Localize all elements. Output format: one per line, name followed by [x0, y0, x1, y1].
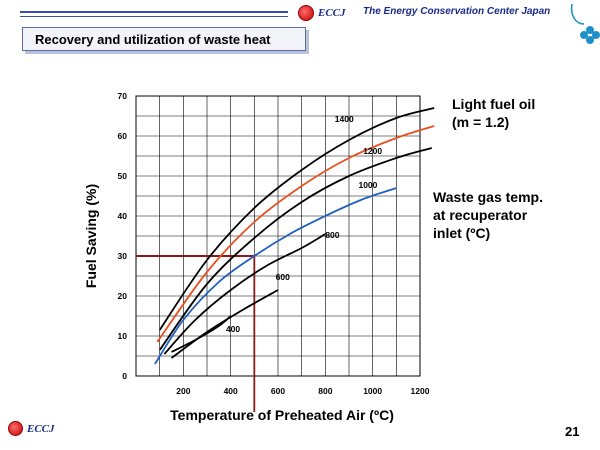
- y-tick-label: 0: [122, 371, 127, 381]
- slide-title: Recovery and utilization of waste heat: [22, 27, 306, 51]
- y-tick-label: 30: [118, 251, 128, 261]
- fuel-annotation-line2: (m = 1.2): [452, 114, 510, 130]
- series-label-1200: 1200: [363, 146, 382, 156]
- x-tick-label: 200: [176, 386, 190, 396]
- gas-annotation-line2: at recuperator: [433, 207, 528, 223]
- y-tick-label: 70: [118, 91, 128, 101]
- x-tick-label: 800: [318, 386, 332, 396]
- x-tick-label: 600: [271, 386, 285, 396]
- series-label-1000: 1000: [358, 180, 377, 190]
- header-rule-thin: [20, 16, 288, 17]
- x-tick-label: 1000: [363, 386, 382, 396]
- footer-logo: ECCJ: [8, 421, 55, 436]
- page-number: 21: [565, 424, 580, 439]
- series-line-1000: [154, 187, 397, 365]
- footer-logo-text: ECCJ: [27, 422, 55, 435]
- header-logo-text: ECCJ: [318, 7, 346, 19]
- y-axis-title: Fuel Saving (%): [83, 184, 99, 288]
- y-tick-label: 60: [118, 131, 128, 141]
- gas-annotation-line1: Waste gas temp.: [433, 189, 543, 205]
- header-logo: ECCJ: [298, 5, 346, 21]
- y-tick-label: 20: [118, 291, 128, 301]
- series-line-1400: [158, 107, 435, 331]
- seal-icon: [298, 5, 314, 21]
- fuel-annotation-line1: Light fuel oil: [452, 96, 536, 112]
- x-tick-label: 400: [224, 386, 238, 396]
- y-tick-label: 40: [118, 211, 128, 221]
- clover-logo-icon: [570, 3, 600, 44]
- seal-icon: [8, 421, 23, 436]
- y-tick-label: 10: [118, 331, 128, 341]
- gas-annotation-line3: inlet (ºC): [433, 225, 491, 241]
- organization-name: The Energy Conservation Center Japan: [363, 6, 551, 17]
- series-label-400: 400: [226, 324, 240, 334]
- series-label-600: 600: [276, 272, 290, 282]
- series-label-800: 800: [325, 230, 339, 240]
- series-line-400: [171, 315, 232, 353]
- gas-annotation: Waste gas temp. at recuperator inlet (ºC…: [433, 188, 543, 242]
- y-tick-label: 50: [118, 171, 128, 181]
- series-line-800: [163, 233, 326, 355]
- series-line-unlabeled-2: [158, 147, 433, 351]
- header-rule: [20, 11, 288, 13]
- x-tick-label: 1200: [411, 386, 430, 396]
- series-line-1200: [156, 125, 435, 343]
- series-label-1400: 1400: [335, 114, 354, 124]
- x-axis-title: Temperature of Preheated Air (ºC): [170, 407, 394, 423]
- fuel-annotation: Light fuel oil (m = 1.2): [452, 95, 535, 131]
